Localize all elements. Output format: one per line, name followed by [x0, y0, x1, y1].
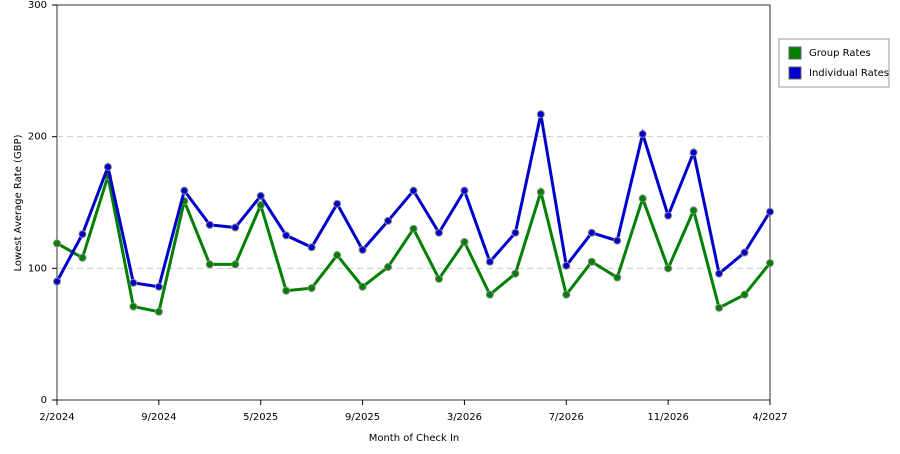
point	[460, 186, 469, 195]
y-tick-label: 200	[28, 132, 47, 143]
x-tick-label: 9/2025	[345, 412, 380, 423]
point	[587, 257, 596, 266]
legend-label: Individual Rates	[809, 68, 889, 79]
point	[536, 110, 545, 119]
point	[638, 130, 647, 139]
x-tick-label: 2/2024	[39, 412, 74, 423]
point	[409, 224, 418, 233]
point	[689, 148, 698, 157]
point	[53, 277, 61, 286]
point	[613, 236, 622, 245]
point	[154, 307, 163, 316]
point	[129, 302, 138, 311]
point	[231, 223, 240, 232]
point	[434, 228, 443, 237]
legend-box	[778, 38, 890, 88]
legend-label: Group Rates	[809, 48, 871, 59]
x-tick-label: 5/2025	[243, 412, 278, 423]
point	[766, 259, 774, 268]
point	[307, 284, 316, 293]
point	[231, 260, 240, 269]
point	[282, 231, 291, 240]
point	[664, 264, 673, 273]
x-tick-label: 4/2027	[752, 412, 787, 423]
point	[511, 269, 520, 278]
y-tick-label: 300	[28, 0, 47, 11]
point	[409, 186, 418, 195]
point	[485, 290, 494, 299]
point	[562, 261, 571, 270]
point	[129, 278, 138, 287]
y-tick-label: 0	[41, 395, 47, 406]
x-tick-label: 9/2024	[141, 412, 176, 423]
legend-swatch	[788, 46, 802, 60]
point	[154, 282, 163, 291]
point	[766, 207, 774, 216]
y-tick-label: 100	[28, 263, 47, 274]
point	[256, 201, 265, 210]
point	[333, 251, 342, 260]
point	[613, 273, 622, 282]
point	[715, 269, 724, 278]
point	[715, 303, 724, 312]
point	[205, 220, 214, 229]
point	[103, 162, 112, 171]
point	[460, 238, 469, 246]
point	[256, 191, 265, 200]
point	[384, 263, 393, 272]
point	[78, 230, 87, 239]
point	[180, 186, 189, 195]
point	[511, 228, 520, 237]
point	[358, 245, 367, 254]
legend-swatch	[788, 66, 802, 80]
point	[562, 290, 571, 299]
point	[587, 228, 596, 237]
point	[384, 216, 393, 225]
point	[78, 253, 87, 262]
point	[689, 206, 698, 215]
point	[205, 260, 214, 269]
x-axis-label: Month of Check In	[369, 433, 460, 444]
plot-area	[56, 4, 771, 401]
point	[664, 211, 673, 220]
point	[740, 248, 749, 257]
point	[358, 282, 367, 291]
point	[434, 274, 443, 283]
point	[638, 194, 647, 203]
point	[53, 239, 61, 248]
x-tick-label: 7/2026	[549, 412, 584, 423]
x-tick-label: 11/2026	[647, 412, 689, 423]
point	[307, 243, 316, 252]
point	[333, 199, 342, 208]
x-tick-label: 3/2026	[447, 412, 482, 423]
point	[485, 257, 494, 266]
point	[282, 286, 291, 295]
y-axis-label: Lowest Average Rate (GBP)	[13, 134, 24, 271]
point	[536, 187, 545, 196]
point	[740, 290, 749, 299]
